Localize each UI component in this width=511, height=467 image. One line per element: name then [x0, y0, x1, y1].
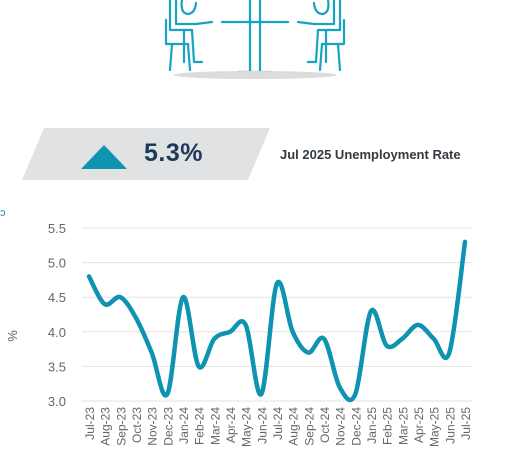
x-tick-label: Oct-24	[318, 407, 332, 443]
banner-background	[22, 128, 270, 180]
x-tick-label: Jul-24	[271, 407, 285, 440]
y-axis-ticks: 5.5 5.0 4.5 4.0 3.5 3.0	[48, 221, 66, 409]
x-tick-label: Jul-23	[83, 407, 97, 440]
unemployment-rate-value: 5.3%	[144, 139, 203, 167]
x-tick-label: Jul-25	[459, 407, 473, 440]
series-line	[86, 239, 468, 403]
x-tick-label: May-25	[428, 407, 442, 447]
x-tick-label: Oct-23	[130, 407, 144, 443]
x-tick-label: Aug-23	[99, 407, 113, 446]
x-tick-label: Feb-25	[381, 407, 395, 445]
y-tick-label: 3.5	[48, 359, 66, 374]
two-people-meeting-icon	[164, 0, 346, 79]
chart-gridlines	[82, 227, 472, 402]
y-tick-label: 3.0	[48, 394, 66, 409]
x-tick-label: Feb-24	[193, 407, 207, 445]
up-triangle-icon	[81, 145, 127, 169]
x-tick-label: Jan-24	[177, 407, 191, 444]
x-tick-label: Mar-24	[208, 407, 222, 445]
x-tick-label: Sep-23	[114, 407, 128, 446]
y-tick-label: 4.0	[48, 325, 66, 340]
unemployment-banner: 5.3% Jul 2025 Unemployment Rate	[0, 128, 511, 180]
x-tick-label: Apr-24	[224, 407, 238, 443]
edge-glyph: ɔ	[0, 207, 6, 219]
unemployment-line-chart: 5.55.04.54.03.53.0 Jul-23 Aug-23 Sep-23 Oct…	[5, 221, 473, 447]
y-tick-label: 5.0	[48, 256, 66, 271]
y-axis-label: %	[5, 330, 20, 342]
x-tick-label: Sep-24	[302, 407, 316, 446]
x-tick-label: Dec-24	[349, 407, 363, 446]
x-tick-label: Mar-25	[396, 407, 410, 445]
x-tick-label: May-24	[240, 407, 254, 447]
unemployment-rate-label: Jul 2025 Unemployment Rate	[280, 147, 461, 162]
x-tick-label: Nov-23	[146, 407, 160, 446]
x-tick-label: Jun-25	[443, 407, 457, 444]
x-tick-label: Jan-25	[365, 407, 379, 444]
x-tick-label: Apr-25	[412, 407, 426, 443]
x-tick-label: Dec-23	[161, 407, 175, 446]
x-tick-label: Nov-24	[334, 407, 348, 446]
y-tick-label: 4.5	[48, 290, 66, 305]
y-tick-label: 5.5	[48, 221, 66, 236]
x-tick-label: Aug-24	[287, 407, 301, 446]
x-axis-ticks: Jul-23 Aug-23 Sep-23 Oct-23 Nov-23 Dec-23 Jan-…	[83, 407, 473, 447]
x-tick-label: Jun-24	[255, 407, 269, 444]
series-group	[86, 239, 468, 403]
